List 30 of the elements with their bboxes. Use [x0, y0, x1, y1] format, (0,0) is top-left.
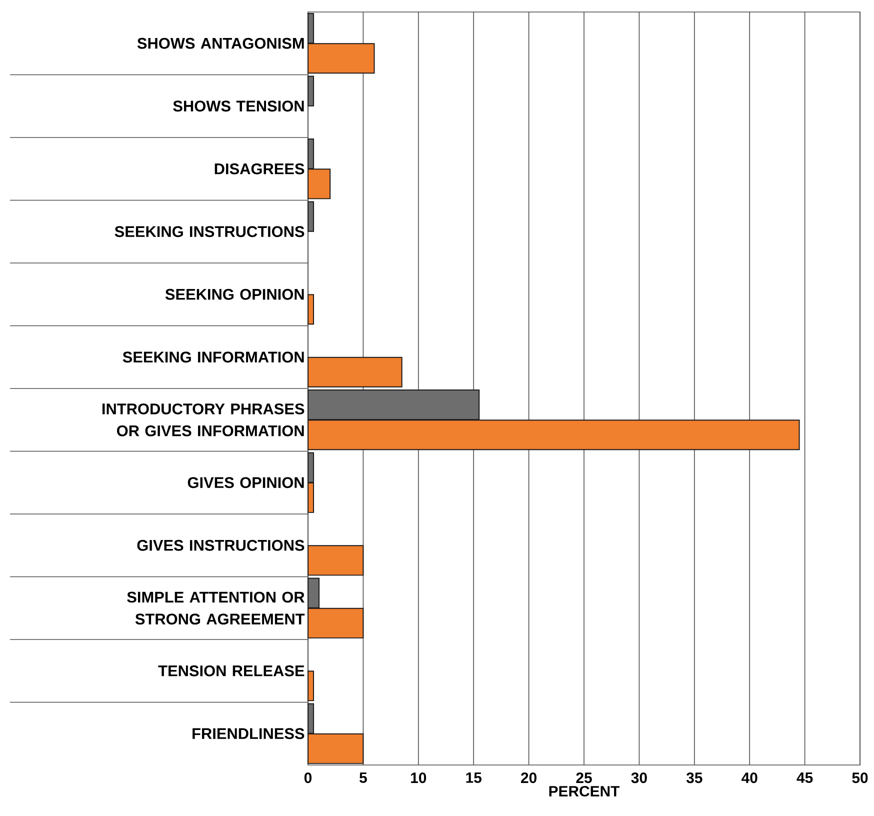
bar	[308, 356, 402, 388]
y-tick-label: SHOWS ANTAGONISM	[137, 38, 304, 49]
x-axis-title: PERCENT	[549, 786, 620, 797]
bar	[308, 76, 314, 106]
y-tick-label: SHOWS TENSION	[173, 100, 304, 112]
x-tick-label: 5	[360, 772, 367, 783]
x-tick-label: 0	[304, 772, 312, 784]
x-tick-label: 50	[852, 772, 868, 784]
bar	[308, 670, 314, 702]
x-tick-label: 10	[411, 772, 426, 784]
y-tick-label: SEEKING INSTRUCTIONS	[114, 226, 304, 238]
y-tick-label: FRIENDLINESS	[192, 728, 304, 740]
x-tick-label: 35	[686, 772, 702, 784]
y-tick-label: SEEKING INFORMATION	[122, 352, 304, 363]
y-tick-label: TENSION RELEASE	[158, 665, 304, 676]
y-tick-label: DISAGREES	[214, 163, 304, 174]
x-tick-label: 15	[466, 772, 482, 783]
y-tick-label: SEEKING OPINION	[165, 288, 304, 300]
bar	[308, 545, 364, 576]
y-tick-label: GIVES OPINION	[188, 477, 304, 488]
y-tick-label: GIVES INSTRUCTIONS	[137, 540, 304, 551]
y-tick-label: INTRODUCTORY PHRASES OR GIVES INFORMATION	[102, 403, 304, 436]
x-tick-label: 45	[796, 772, 813, 783]
x-tick-label: 25	[576, 772, 592, 784]
bar	[308, 294, 314, 325]
x-tick-label: 40	[742, 772, 758, 784]
x-tick-label: 30	[631, 772, 647, 784]
bar	[308, 201, 314, 232]
y-tick-label: SIMPLE ATTENTION OR STRONG AGREEMENT	[127, 592, 305, 625]
x-tick-label: 20	[521, 772, 536, 784]
